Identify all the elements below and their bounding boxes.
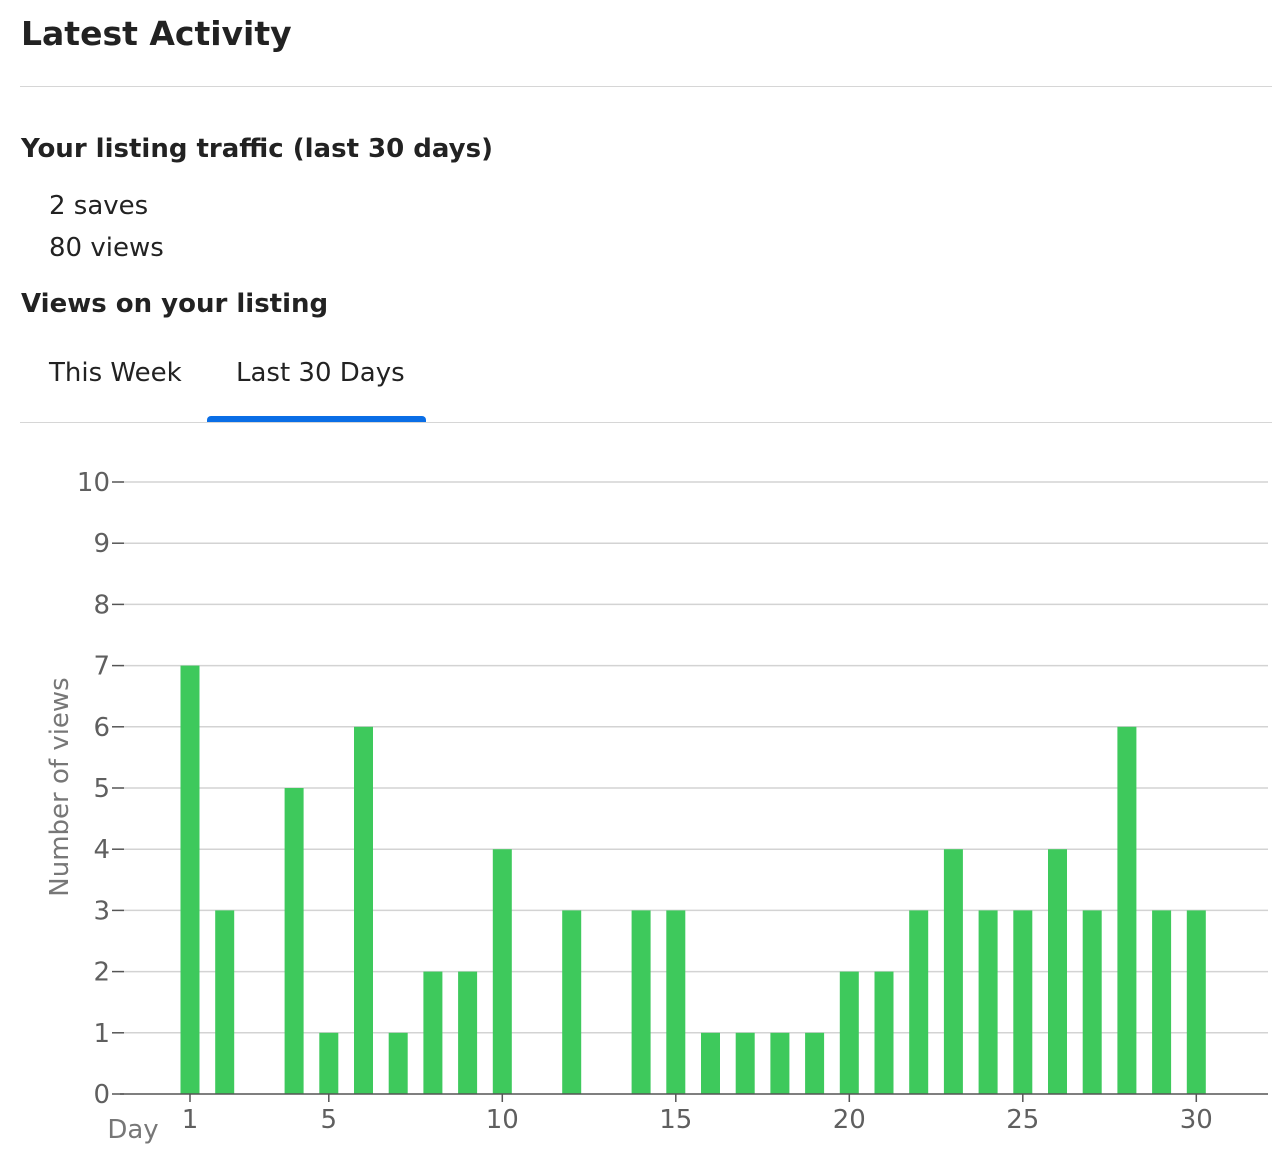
x-tick-label: 25 xyxy=(1006,1105,1039,1135)
x-tick-label: 30 xyxy=(1180,1105,1213,1135)
bar-day-30 xyxy=(1186,910,1206,1094)
bar-day-2 xyxy=(215,910,235,1094)
y-tick-label: 7 xyxy=(93,652,110,682)
bar-day-10 xyxy=(492,849,512,1094)
tabs-divider xyxy=(20,422,1272,423)
page-title: Latest Activity xyxy=(21,14,292,53)
y-tick-label: 6 xyxy=(93,713,110,743)
bar-day-27 xyxy=(1082,910,1102,1094)
views-heading: Views on your listing xyxy=(21,289,329,319)
y-tick-label: 8 xyxy=(93,590,110,620)
bar-day-29 xyxy=(1152,910,1172,1094)
y-tick-label: 10 xyxy=(77,468,110,498)
x-tick-label: 15 xyxy=(659,1105,692,1135)
bar-day-9 xyxy=(458,971,478,1094)
x-tick-label: 20 xyxy=(833,1105,866,1135)
bar-day-12 xyxy=(562,910,582,1094)
bar-day-1 xyxy=(180,665,200,1094)
bar-day-24 xyxy=(978,910,998,1094)
bar-day-26 xyxy=(1048,849,1067,1094)
bar-day-14 xyxy=(631,910,651,1094)
bar-day-7 xyxy=(388,1032,408,1094)
bar-day-8 xyxy=(423,971,443,1094)
y-tick-label: 0 xyxy=(93,1080,110,1110)
chart-bars xyxy=(180,665,1206,1094)
bar-day-21 xyxy=(874,971,894,1094)
x-tick-label: 5 xyxy=(321,1105,338,1135)
views-count: 80 views xyxy=(49,233,164,263)
y-tick-label: 9 xyxy=(93,529,110,559)
y-tick-label: 3 xyxy=(93,896,110,926)
saves-count: 2 saves xyxy=(49,191,149,221)
chart-gridlines xyxy=(120,481,1268,1034)
x-tick-label: 1 xyxy=(182,1105,199,1135)
bar-day-16 xyxy=(701,1032,720,1094)
y-tick-label: 4 xyxy=(93,835,110,865)
header-divider xyxy=(20,86,1272,87)
y-tick-label: 2 xyxy=(93,958,110,988)
y-axis-label: Number of views xyxy=(45,677,75,896)
bar-day-25 xyxy=(1013,910,1033,1094)
tab-this-week[interactable]: This Week xyxy=(49,358,182,388)
tab-last-30-days[interactable]: Last 30 Days xyxy=(236,358,405,388)
bar-day-22 xyxy=(909,910,929,1094)
active-tab-indicator xyxy=(207,416,426,423)
y-tick-label: 5 xyxy=(93,774,110,804)
traffic-heading: Your listing traffic (last 30 days) xyxy=(21,134,493,164)
x-axis-label: Day xyxy=(107,1115,158,1145)
bar-day-6 xyxy=(354,726,373,1094)
bar-day-19 xyxy=(805,1032,825,1094)
bar-day-5 xyxy=(319,1032,339,1094)
bar-day-28 xyxy=(1117,726,1137,1094)
bar-day-17 xyxy=(735,1032,755,1094)
bar-day-4 xyxy=(284,788,304,1094)
bar-day-15 xyxy=(666,910,686,1094)
x-tick-label: 10 xyxy=(486,1105,519,1135)
y-tick-label: 1 xyxy=(93,1019,110,1049)
bar-day-23 xyxy=(943,849,963,1094)
bar-day-20 xyxy=(839,971,859,1094)
bar-day-18 xyxy=(770,1032,790,1094)
